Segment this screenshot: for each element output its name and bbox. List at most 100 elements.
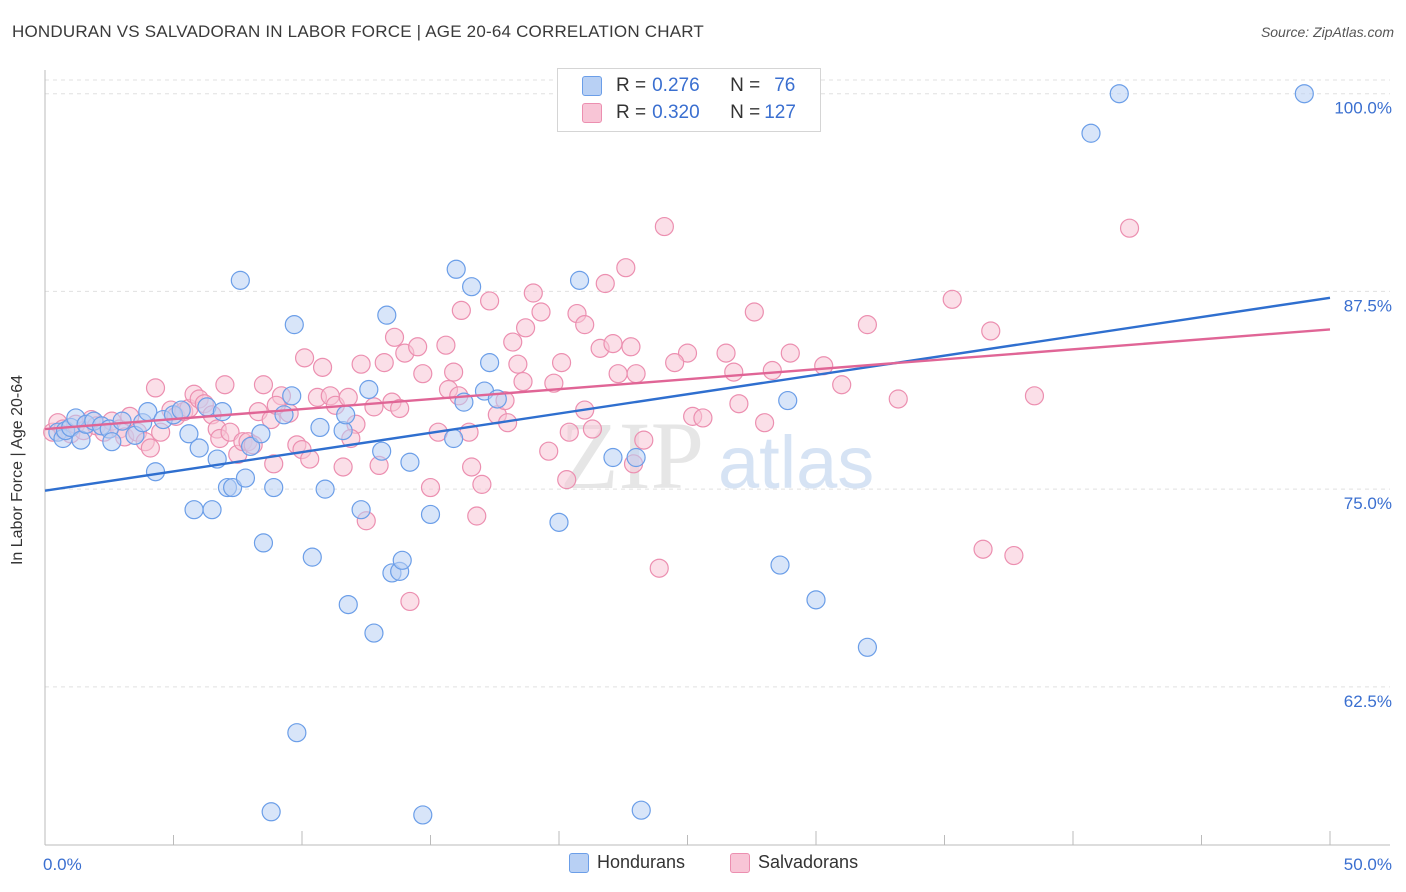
- honduran-point: [400, 452, 420, 472]
- honduran-point: [377, 305, 397, 325]
- legend-item-salvadorans[interactable]: Salvadorans: [730, 852, 858, 873]
- honduran-trend-line: [44, 296, 1331, 492]
- salvadoran-point: [626, 364, 646, 384]
- salvadoran-point: [754, 413, 775, 433]
- salvadoran-point: [559, 422, 579, 442]
- salvadoran-point: [436, 335, 456, 355]
- salvadoran-point: [1004, 545, 1024, 566]
- salvadoran-point: [451, 300, 471, 321]
- salvadoran-point: [832, 375, 852, 395]
- honduran-point: [336, 405, 356, 425]
- salvadoran-point: [539, 441, 559, 461]
- r-label: R =: [616, 75, 647, 96]
- salvadoran-point: [264, 454, 284, 474]
- honduran-point: [202, 500, 222, 520]
- x-tick-label: 0.0%: [43, 855, 82, 874]
- honduran-point: [184, 500, 204, 520]
- salvadoran-point: [595, 273, 615, 294]
- honduran-point: [302, 547, 322, 567]
- salvadoran-point: [634, 430, 654, 450]
- honduran-point: [274, 405, 294, 425]
- salvadoran-trend-line: [44, 328, 1331, 431]
- salvadoran-point: [608, 364, 628, 384]
- axes: [44, 70, 1390, 846]
- honduran-point: [446, 259, 466, 279]
- salvadoran-point: [582, 419, 603, 439]
- chart-source: Source: ZipAtlas.com: [1260, 24, 1394, 40]
- salvadoran-point: [480, 291, 500, 311]
- honduran-point: [1294, 84, 1314, 104]
- salvadoran-point: [603, 334, 623, 354]
- honduran-point: [284, 315, 304, 335]
- honduran-point: [261, 802, 281, 822]
- honduran-point: [102, 432, 122, 452]
- honduran-point: [549, 512, 569, 532]
- y-tick-label: 62.5%: [1344, 692, 1392, 711]
- salvadoran-point: [693, 408, 713, 428]
- x-tick-label: 50.0%: [1344, 855, 1392, 874]
- honduran-point: [1109, 84, 1129, 104]
- y-tick-label: 87.5%: [1344, 296, 1392, 315]
- salvadoran-point: [374, 353, 394, 373]
- salvadoran-point: [1119, 218, 1140, 238]
- honduran-point: [806, 590, 826, 610]
- honduran-point: [1081, 123, 1101, 143]
- salvadoran-point: [515, 318, 536, 338]
- hondurans-legend-swatch: [569, 852, 589, 873]
- salvadoran-point: [220, 422, 240, 442]
- n-label: N =: [730, 75, 761, 96]
- honduran-point: [264, 477, 284, 498]
- honduran-point: [626, 447, 646, 468]
- salvadoran-point: [513, 371, 533, 392]
- salvadoran-point: [472, 474, 492, 494]
- salvadoran-point: [462, 457, 482, 477]
- salvadoran-point: [762, 360, 782, 381]
- honduran-point: [223, 477, 243, 498]
- honduran-point: [351, 500, 371, 520]
- honduran-point: [338, 594, 358, 615]
- honduran-point: [251, 424, 271, 444]
- grid-lines: [45, 79, 1390, 688]
- tick-labels: 62.5% 75.0% 87.5% 100.0% 0.0% 50.0%: [43, 99, 1392, 874]
- honduran-point: [333, 421, 353, 441]
- y-tick-label: 75.0%: [1344, 494, 1392, 513]
- salvadoran-point: [420, 477, 441, 498]
- salvadoran-point: [942, 289, 962, 309]
- hondurans-swatch: [582, 76, 602, 96]
- n-value: 127: [764, 102, 796, 123]
- chart-title: HONDURAN VS SALVADORAN IN LABOR FORCE | …: [12, 22, 704, 41]
- honduran-point: [569, 270, 590, 290]
- salvadoran-point: [551, 353, 572, 373]
- r-label: R =: [616, 102, 647, 123]
- honduran-point: [287, 723, 307, 743]
- watermark-atlas: atlas: [718, 421, 874, 504]
- honduran-point: [462, 277, 482, 297]
- stats-row-salvadorans: R = 0.320 N = 127: [582, 102, 796, 124]
- salvadoran-point: [145, 378, 166, 398]
- salvadoran-point: [677, 343, 698, 363]
- salvadoran-point: [400, 591, 420, 612]
- honduran-point: [778, 390, 798, 411]
- trend-lines: [44, 296, 1331, 492]
- salvadoran-point: [654, 216, 674, 237]
- honduran-point: [112, 411, 132, 431]
- legend-label: Salvadorans: [758, 852, 859, 872]
- honduran-point: [603, 447, 623, 468]
- honduran-point: [364, 623, 384, 643]
- honduran-point: [631, 800, 651, 820]
- salvadoran-point: [616, 258, 636, 278]
- salvadoran-point: [888, 389, 908, 409]
- honduran-point: [310, 417, 330, 438]
- salvadoran-point: [716, 343, 736, 363]
- honduran-point: [171, 400, 191, 420]
- honduran-point: [282, 386, 302, 406]
- salvadoran-point: [338, 387, 358, 407]
- salvadoran-point: [744, 302, 764, 322]
- honduran-point: [857, 637, 878, 657]
- salvadoran-point: [333, 457, 353, 477]
- legend-item-hondurans[interactable]: Hondurans: [569, 852, 685, 873]
- salvadoran-point: [729, 394, 749, 414]
- salvadoran-point: [981, 321, 1001, 341]
- salvadoran-point: [503, 332, 523, 352]
